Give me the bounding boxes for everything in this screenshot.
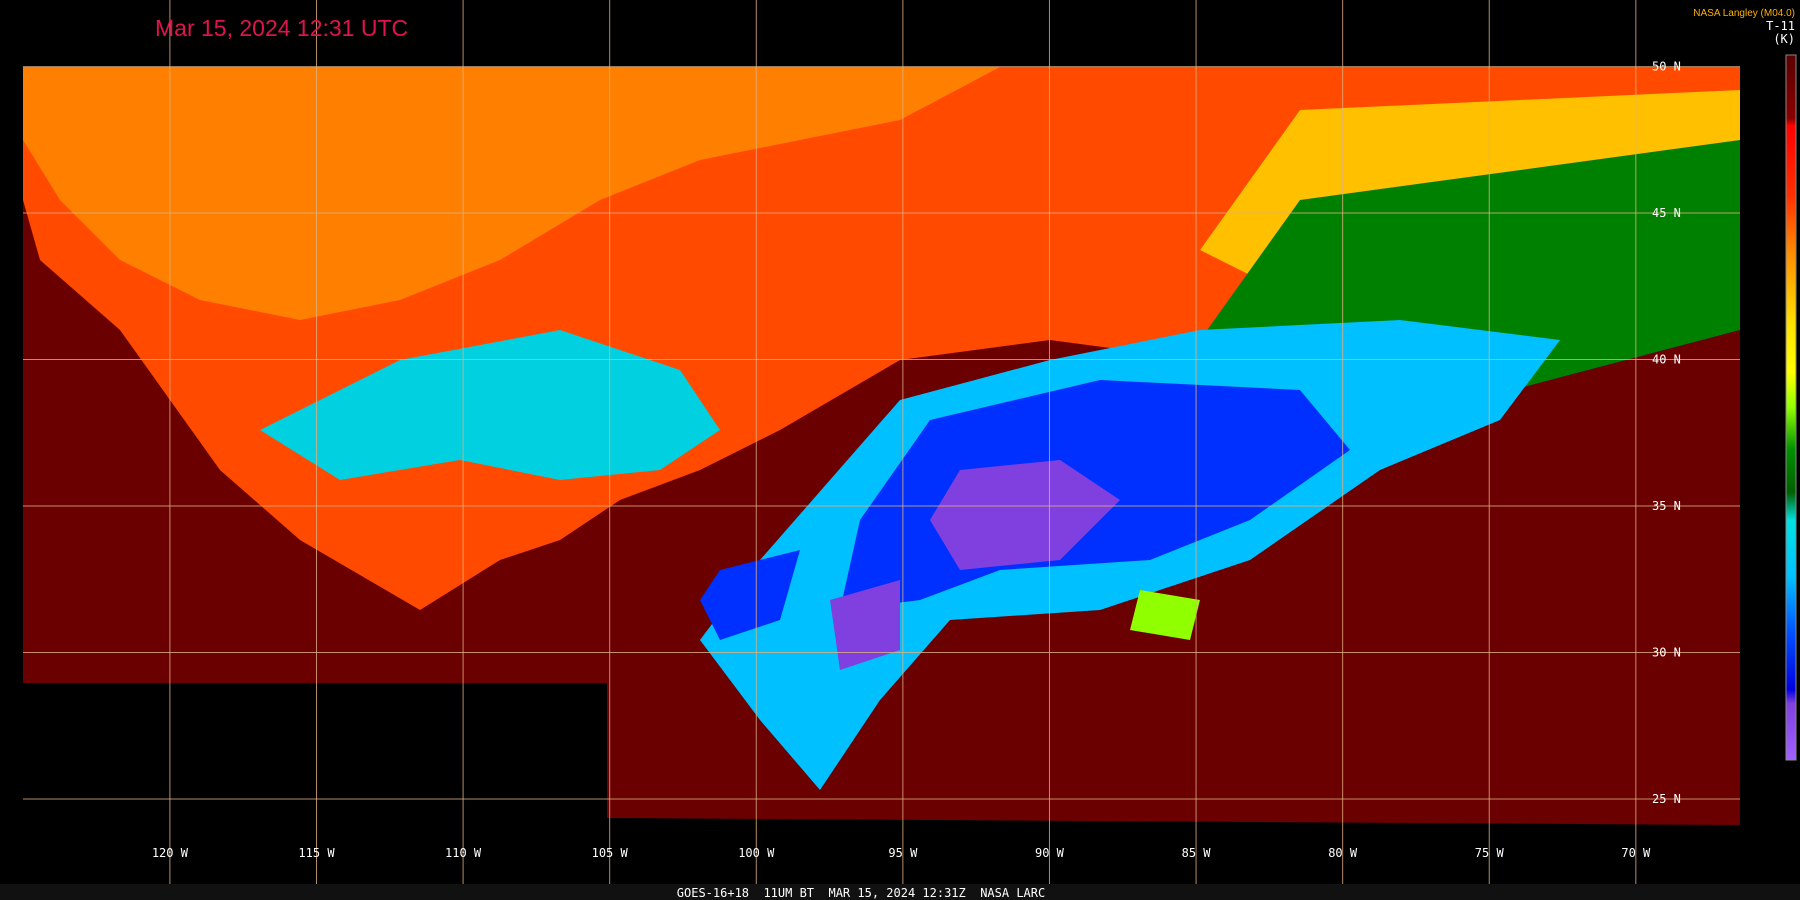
blue-cell — [700, 550, 800, 640]
colorbar-source: NASA Langley (M04.0) — [1693, 8, 1795, 19]
longitude-label: 75 W — [1475, 846, 1505, 860]
graticule — [23, 0, 1740, 884]
longitude-label: 105 W — [592, 846, 629, 860]
green-patch — [1130, 590, 1200, 640]
longitude-label: 110 W — [445, 846, 482, 860]
colorbar — [1785, 54, 1797, 761]
colorbar-channel: T-11 — [1766, 19, 1795, 33]
longitude-label: 95 W — [888, 846, 918, 860]
longitude-label: 100 W — [738, 846, 775, 860]
footer: GOES-16+18 11UM BT MAR 15, 2024 12:31Z N… — [677, 886, 1045, 900]
longitude-label: 70 W — [1621, 846, 1651, 860]
orange-region — [23, 67, 1000, 320]
footer-bar — [0, 884, 1800, 900]
purple-region — [930, 460, 1120, 570]
imagery — [23, 67, 1740, 825]
longitude-label: 80 W — [1328, 846, 1358, 860]
latitude-label: 50 N — [1652, 60, 1681, 74]
latitude-label: 35 N — [1652, 499, 1681, 513]
longitude-label: 85 W — [1182, 846, 1212, 860]
latitude-label: 40 N — [1652, 353, 1681, 367]
latitude-label: 25 N — [1652, 792, 1681, 806]
timestamp: Mar 15, 2024 12:31 UTC — [155, 15, 408, 41]
colorbar-unit: (K) — [1773, 32, 1795, 46]
latitude-label: 45 N — [1652, 206, 1681, 220]
purple-cell — [830, 580, 900, 670]
longitude-label: 90 W — [1035, 846, 1065, 860]
longitude-label: 115 W — [298, 846, 335, 860]
longitude-label: 120 W — [152, 846, 189, 860]
cyan-region — [260, 330, 720, 480]
latitude-label: 30 N — [1652, 646, 1681, 660]
